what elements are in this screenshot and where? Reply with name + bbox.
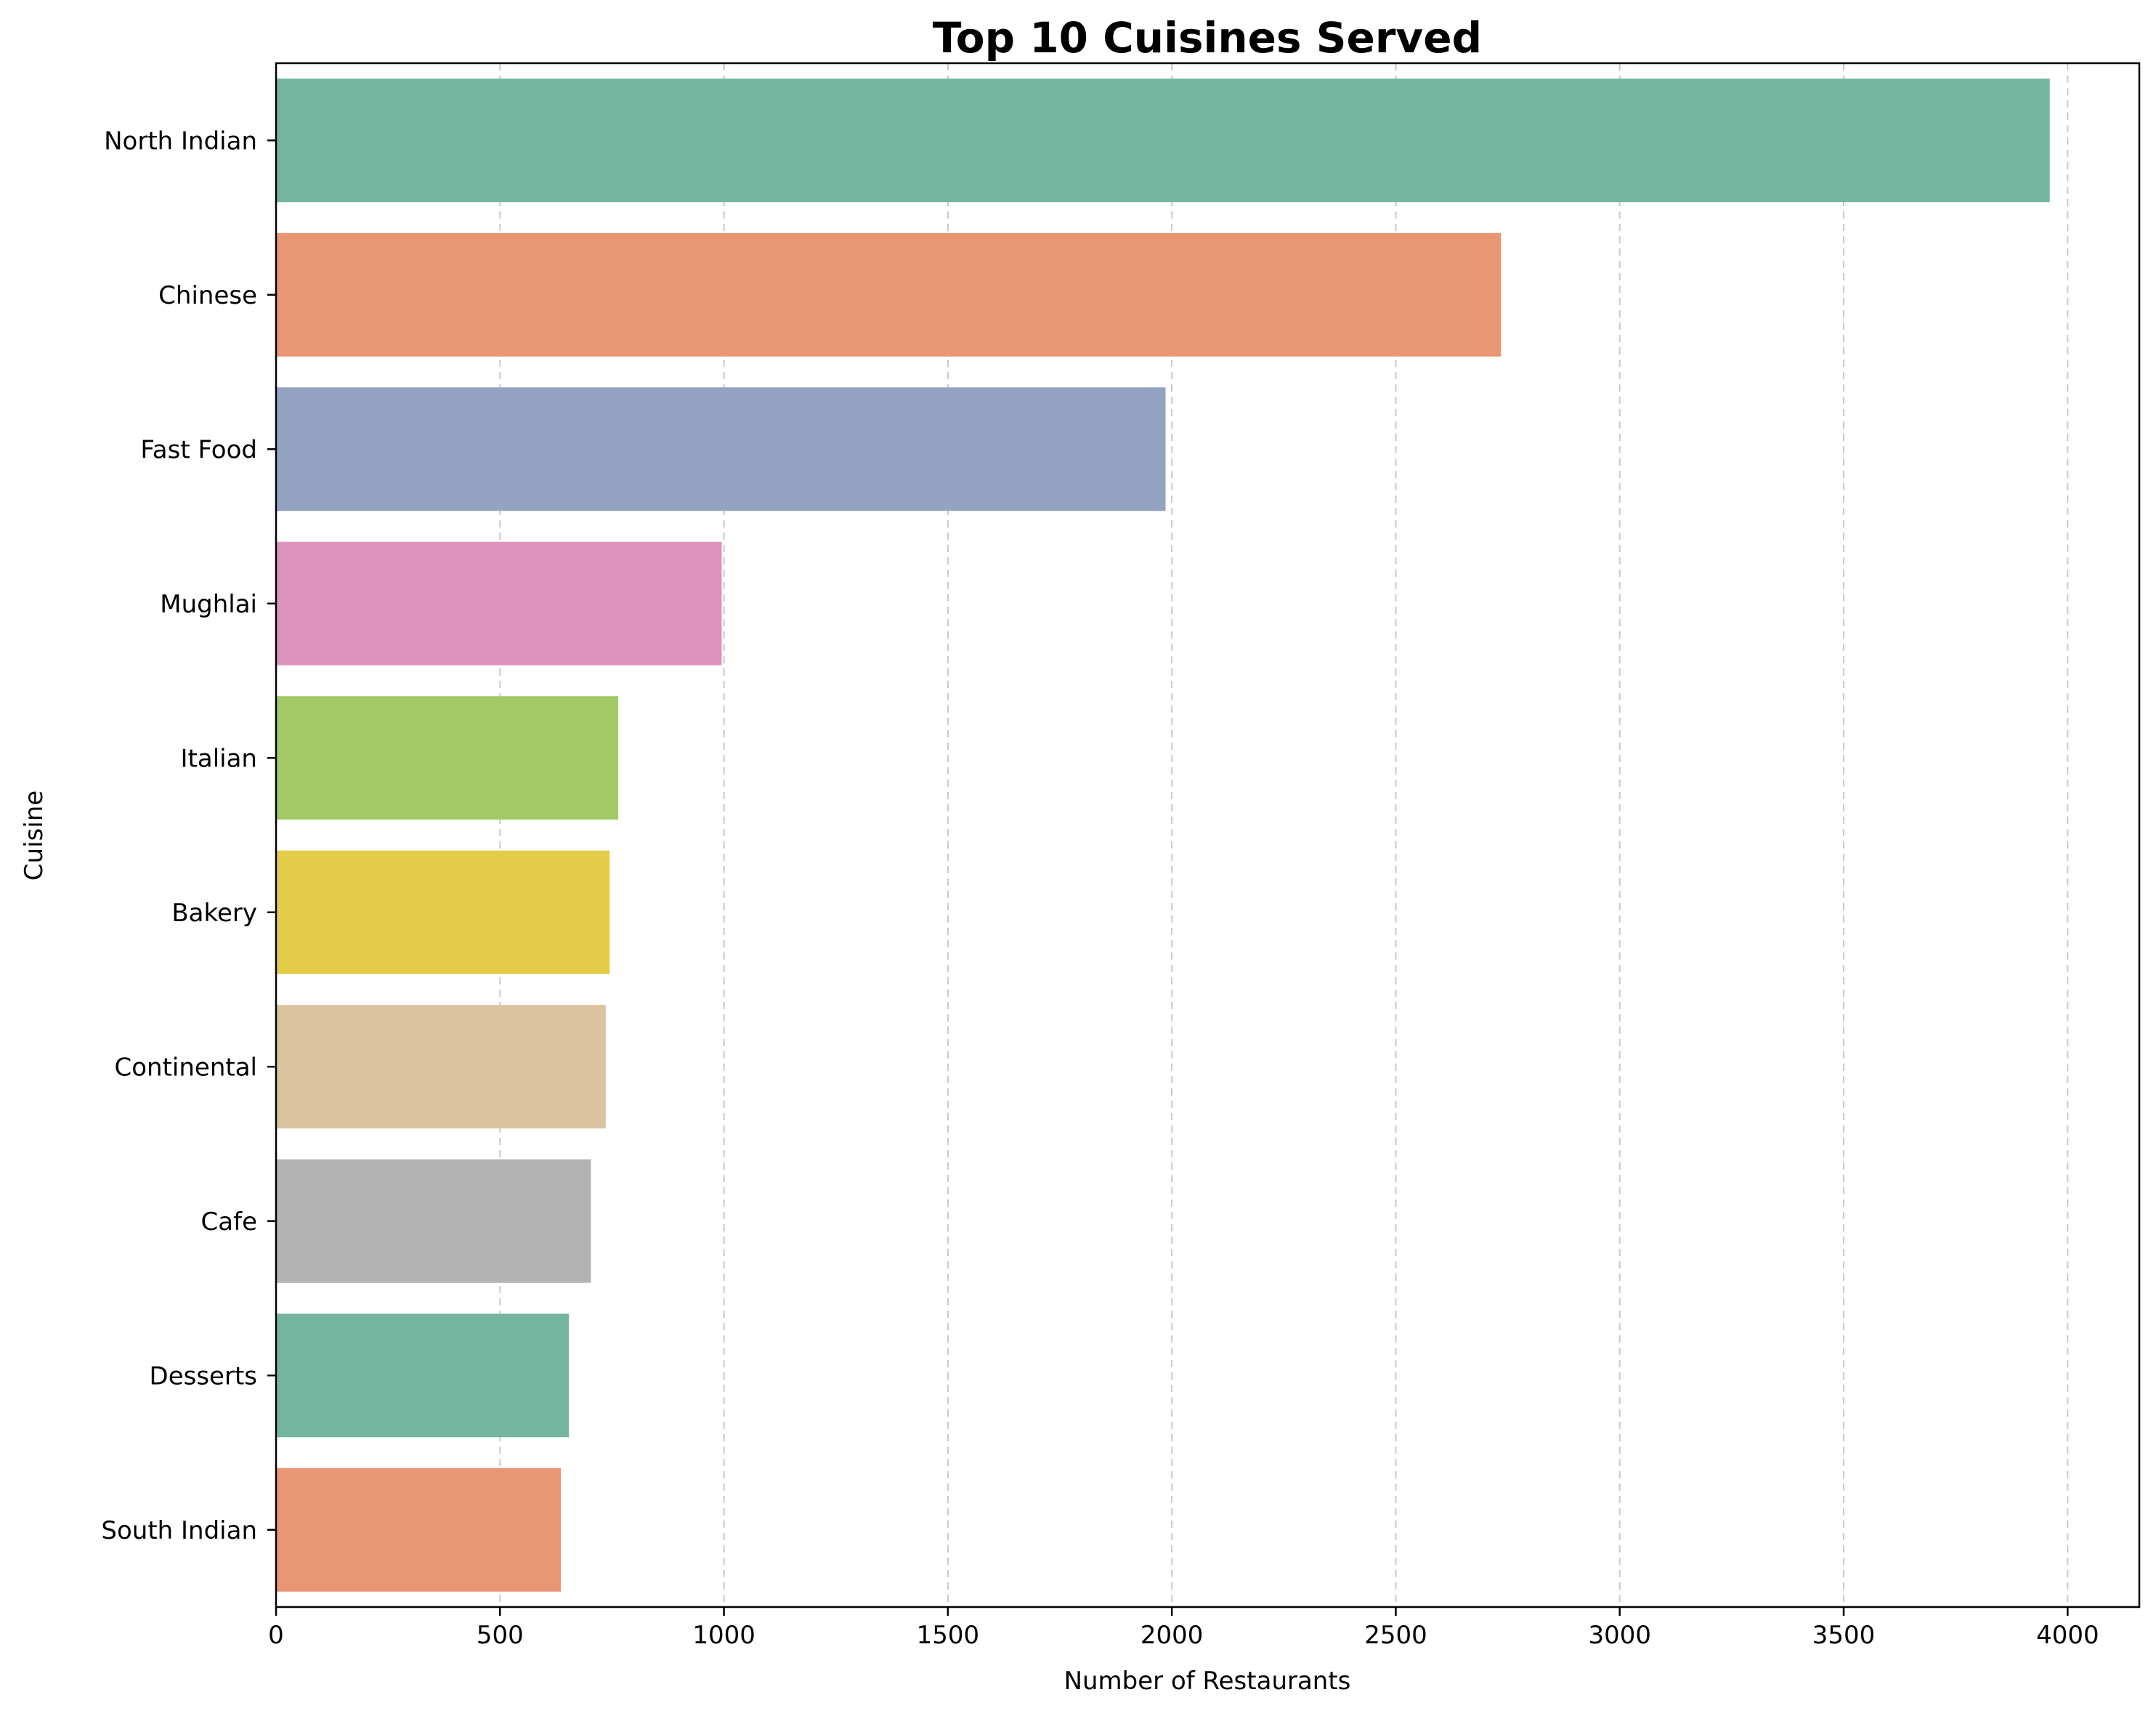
y-axis-label: Cuisine [20,790,49,881]
y-tick-label: North Indian [104,126,257,155]
bar [276,696,619,820]
y-axis-ticks: North Indian Chinese Fast Food Mughlai Itali… [101,126,276,1545]
chart-title: Top 10 Cuisines Served [933,13,1482,62]
x-tick-label: 1000 [692,1621,755,1650]
y-tick-label: Bakery [171,899,257,928]
x-tick-label: 2000 [1140,1621,1204,1650]
bar [276,541,722,665]
y-tick-label: Desserts [150,1361,257,1391]
x-axis-label: Number of Restaurants [1064,1667,1351,1696]
x-tick-label: 3500 [1812,1621,1876,1650]
plot-frame [275,62,2141,1608]
bar [276,1005,606,1129]
y-tick-label: South Indian [101,1516,257,1545]
bar [276,1159,591,1283]
x-tick-label: 4000 [2036,1621,2099,1650]
bar [276,387,1166,511]
y-tick-label: Fast Food [140,435,257,464]
x-axis-ticks: 0 500 1000 1500 2000 2500 3000 3500 4000 [268,1607,2099,1650]
bar [276,232,1502,357]
bars [276,78,2050,1592]
bar [276,1468,562,1592]
x-tick-label: 0 [268,1621,284,1650]
x-tick-label: 1500 [917,1621,980,1650]
x-tick-label: 500 [477,1621,524,1650]
y-tick-label: Chinese [158,281,257,310]
y-tick-label: Mughlai [160,590,257,619]
x-tick-label: 2500 [1364,1621,1427,1650]
bar [276,78,2050,203]
y-tick-label: Italian [181,744,257,773]
y-tick-label: Cafe [201,1207,257,1237]
bar [276,850,610,974]
y-tick-label: Continental [115,1053,258,1082]
bar [276,1314,570,1438]
x-tick-label: 3000 [1588,1621,1651,1650]
